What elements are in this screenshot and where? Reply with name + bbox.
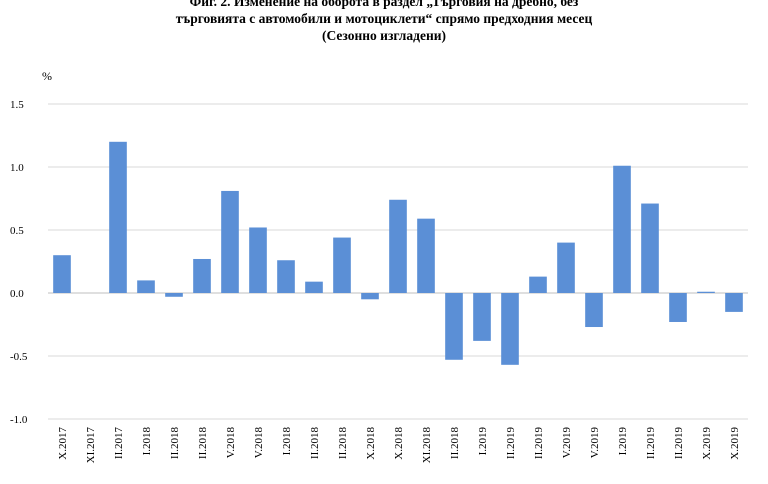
bar xyxy=(557,242,575,293)
bar xyxy=(221,190,239,293)
chart-title-line-3: (Сезонно изгладени) xyxy=(321,28,447,43)
x-tick-label: I.2018 xyxy=(141,427,153,456)
y-tick-label: -1.0 xyxy=(10,414,28,426)
x-tick-label: X.2019 xyxy=(729,427,741,460)
bar xyxy=(361,293,379,300)
y-tick-label: -0.5 xyxy=(10,351,28,363)
bar xyxy=(445,293,463,360)
x-tick-label: I.2018 xyxy=(281,427,293,456)
x-tick-label: V.2018 xyxy=(225,427,237,459)
chart-title-line-2: търговията с автомобили и мотоциклети“ с… xyxy=(175,11,593,26)
x-tick-label: V.2019 xyxy=(589,427,601,459)
x-tick-label: XI.2017 xyxy=(85,427,97,464)
bar xyxy=(613,165,631,293)
x-tick-label: II.2018 xyxy=(449,427,461,460)
x-tick-label: X.2018 xyxy=(393,427,405,460)
x-tick-label: II.2018 xyxy=(169,427,181,460)
x-tick-label: X.2019 xyxy=(701,427,713,460)
x-tick-label: II.2019 xyxy=(645,427,657,460)
bar xyxy=(193,258,211,293)
y-tick-label: 0.5 xyxy=(10,225,24,237)
bar xyxy=(53,255,71,293)
bar xyxy=(333,237,351,293)
x-tick-label: II.2019 xyxy=(673,427,685,460)
bar xyxy=(529,276,547,293)
x-tick-label: II.2018 xyxy=(197,427,209,460)
chart-title: Фиг. 2. Изменение на оборота в раздел „Т… xyxy=(0,0,768,44)
bar xyxy=(473,293,491,341)
x-tick-label: I.2019 xyxy=(477,427,489,456)
bar xyxy=(585,293,603,328)
x-tick-label: II.2018 xyxy=(309,427,321,460)
x-tick-label: II.2017 xyxy=(113,427,125,460)
y-axis-unit-label: % xyxy=(42,69,52,83)
bar xyxy=(641,203,659,293)
bar xyxy=(305,281,323,293)
bar xyxy=(277,260,295,293)
bar xyxy=(249,227,267,293)
x-tick-label: II.2018 xyxy=(337,427,349,460)
x-tick-label: I.2019 xyxy=(617,427,629,456)
bar xyxy=(697,291,715,293)
x-axis-ticks: X.2017 XI.2017 II.2017 I.2018 II.2018 II.2018… xyxy=(57,427,741,464)
bar xyxy=(501,293,519,365)
y-tick-label: 1.0 xyxy=(10,162,24,174)
bar xyxy=(417,218,435,293)
x-tick-label: XI.2018 xyxy=(421,427,433,464)
bar xyxy=(137,280,155,293)
y-tick-label: 1.5 xyxy=(10,99,24,111)
x-tick-label: X.2017 xyxy=(57,427,69,460)
y-tick-label: 0.0 xyxy=(10,288,24,300)
bar xyxy=(669,293,687,322)
x-tick-label: V.2019 xyxy=(561,427,573,459)
x-tick-label: II.2019 xyxy=(505,427,517,460)
x-tick-label: X.2018 xyxy=(365,427,377,460)
y-axis-ticks: 1.5 1.0 0.5 0.0 -0.5 -1.0 xyxy=(10,99,28,426)
bar xyxy=(109,141,127,293)
chart-title-line-1: Фиг. 2. Изменение на оборота в раздел „Т… xyxy=(189,0,579,9)
bar xyxy=(389,199,407,293)
x-tick-label: V.2018 xyxy=(253,427,265,459)
bar xyxy=(725,293,743,312)
bar xyxy=(165,293,183,297)
bars xyxy=(53,141,743,365)
x-tick-label: II.2019 xyxy=(533,427,545,460)
